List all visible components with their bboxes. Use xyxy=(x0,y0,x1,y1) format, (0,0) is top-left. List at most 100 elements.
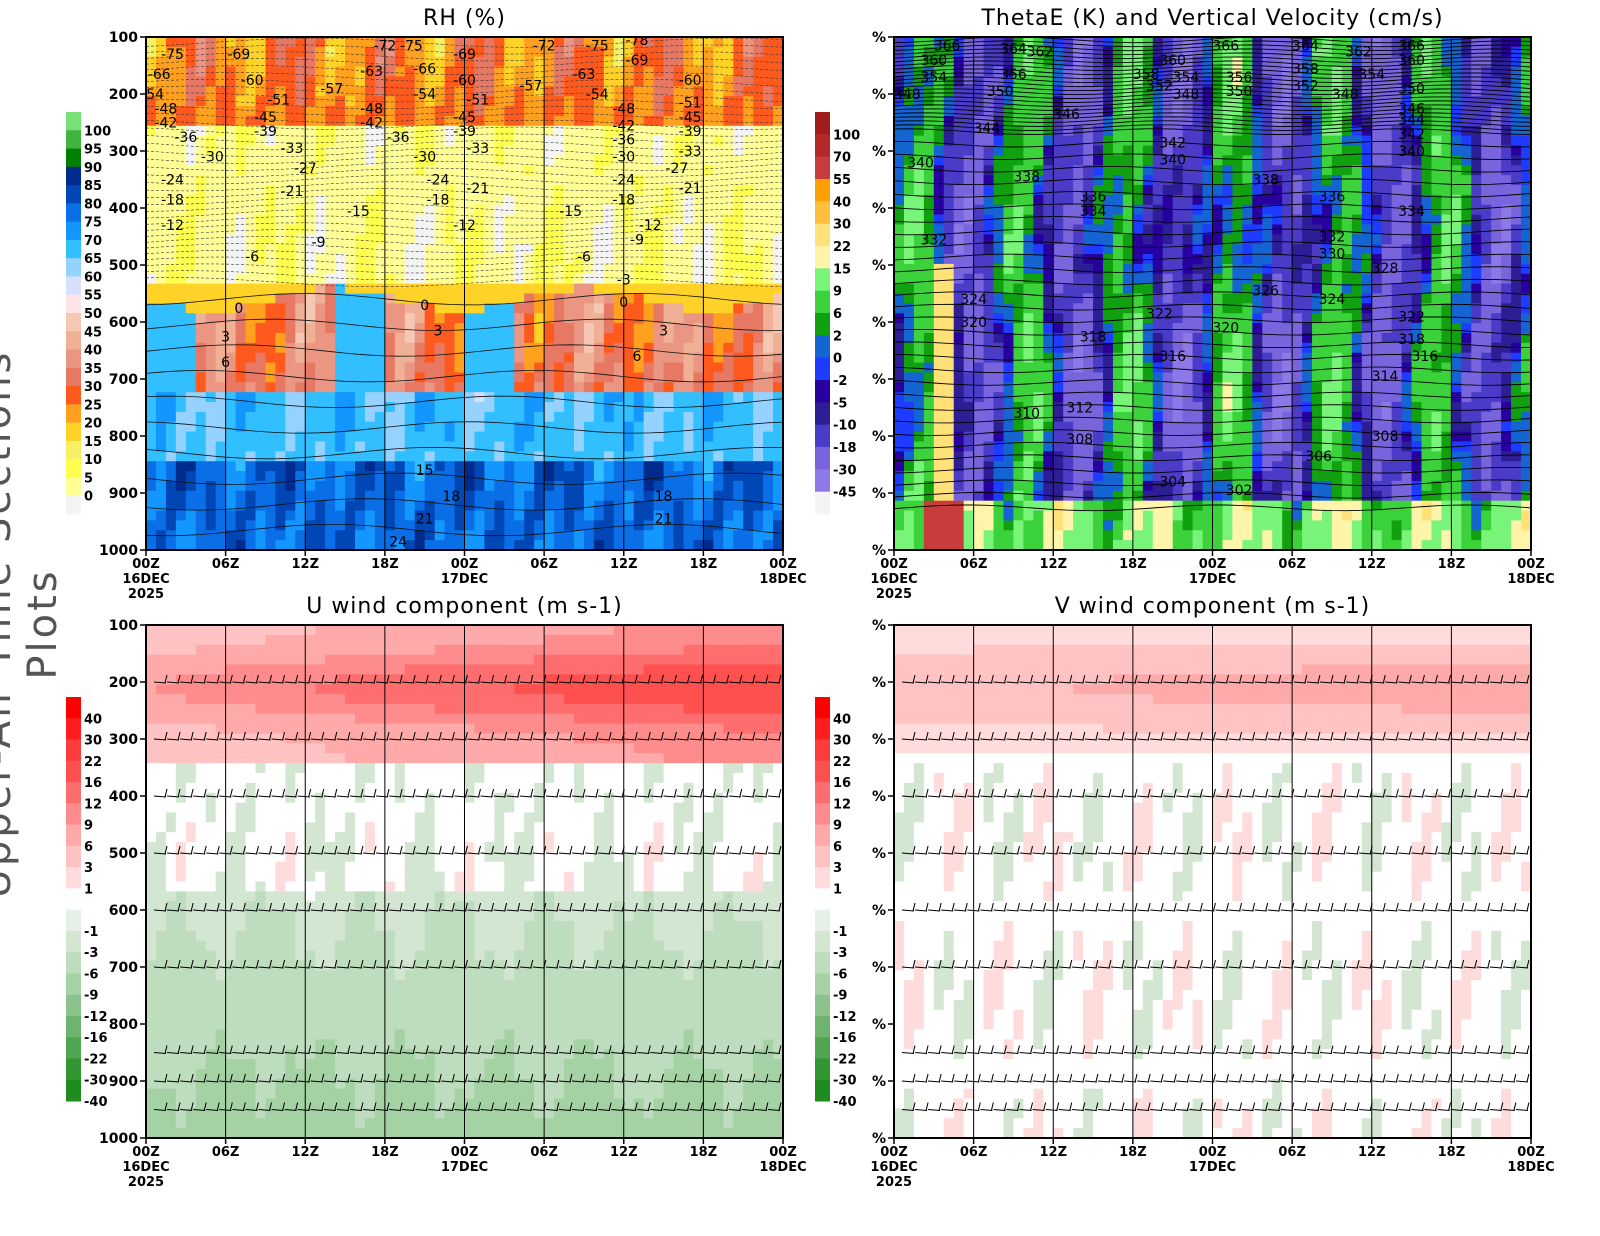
field-cell xyxy=(454,254,466,265)
field-cell xyxy=(404,283,416,295)
field-cell xyxy=(295,500,306,512)
field-cell xyxy=(973,155,985,166)
field-cell xyxy=(265,244,276,255)
field-cell xyxy=(653,125,665,137)
field-cell xyxy=(1043,352,1054,364)
field-cell xyxy=(165,323,177,334)
field-cell xyxy=(544,471,555,482)
field-cell xyxy=(983,332,995,344)
field-cell xyxy=(534,184,545,196)
field-cell xyxy=(374,125,386,137)
field-cell xyxy=(593,362,605,374)
field-cell xyxy=(763,184,774,196)
field-cell xyxy=(894,530,905,541)
field-cell xyxy=(265,175,276,186)
field-cell xyxy=(345,471,356,482)
field-cell xyxy=(1023,204,1034,216)
field-cell xyxy=(583,244,595,255)
field-cell xyxy=(484,431,495,443)
field-cell xyxy=(504,96,515,107)
field-cell xyxy=(1122,372,1134,383)
field-cell xyxy=(1122,382,1134,393)
field-cell xyxy=(235,96,247,107)
temperature-contour-dashed xyxy=(146,236,783,246)
field-cell xyxy=(364,342,376,354)
field-cell xyxy=(245,96,257,107)
field-cell xyxy=(185,332,197,344)
field-cell xyxy=(155,293,167,304)
field-cell xyxy=(653,392,665,403)
field-cell xyxy=(923,461,935,472)
field-cell xyxy=(1013,254,1024,265)
field-cell xyxy=(613,155,625,166)
field-cell xyxy=(275,471,286,482)
field-cell xyxy=(315,382,326,393)
field-cell xyxy=(235,303,247,314)
field-cell xyxy=(484,96,495,107)
field-cell xyxy=(633,224,645,235)
field-cell xyxy=(484,471,495,482)
field-cell xyxy=(434,214,446,226)
field-cell xyxy=(733,471,744,482)
field-cell xyxy=(623,382,635,393)
field-cell xyxy=(564,204,575,216)
field-cell xyxy=(903,76,915,87)
field-cell xyxy=(384,471,396,482)
field-cell xyxy=(434,224,446,235)
field-cell xyxy=(146,441,157,452)
field-cell xyxy=(524,362,535,374)
field-cell xyxy=(155,86,167,97)
field-cell xyxy=(713,184,724,196)
field-cell xyxy=(295,224,306,235)
field-cell xyxy=(1083,125,1094,137)
field-cell xyxy=(275,342,286,354)
field-cell xyxy=(913,352,925,364)
field-cell xyxy=(1142,155,1154,166)
field-cell xyxy=(345,37,356,48)
field-cell xyxy=(165,175,177,186)
field-cell xyxy=(474,46,486,58)
field-cell xyxy=(514,500,525,512)
field-cell xyxy=(195,106,207,117)
field-cell xyxy=(155,254,167,265)
field-cell xyxy=(683,224,695,235)
field-cell xyxy=(235,480,247,492)
field-cell xyxy=(165,441,177,452)
x-tick-label: 18Z xyxy=(371,557,399,572)
field-cell xyxy=(434,254,446,265)
field-cell xyxy=(603,76,615,87)
field-cell xyxy=(673,76,685,87)
field-cell xyxy=(305,175,316,186)
colorbar-swatch xyxy=(66,258,81,277)
field-cell xyxy=(583,273,595,285)
field-cell xyxy=(315,530,326,541)
field-cell xyxy=(544,402,555,413)
field-cell xyxy=(374,352,386,364)
field-cell xyxy=(923,480,935,492)
field-cell xyxy=(474,175,486,186)
field-cell xyxy=(295,37,306,48)
field-cell xyxy=(633,530,645,541)
field-cell xyxy=(454,451,466,462)
field-cell xyxy=(225,125,237,137)
field-cell xyxy=(255,303,267,314)
temperature-contour-dashed xyxy=(146,249,783,260)
field-cell xyxy=(1093,342,1104,354)
field-cell xyxy=(384,362,396,374)
field-cell xyxy=(573,214,585,226)
field-cell xyxy=(185,125,197,137)
field-cell xyxy=(1162,204,1174,216)
field-cell xyxy=(733,451,744,462)
colorbar-swatch xyxy=(66,112,81,131)
field-cell xyxy=(564,332,575,344)
field-cell xyxy=(335,372,346,383)
field-cell xyxy=(205,471,217,482)
field-cell xyxy=(703,461,714,472)
contour-label: -69 xyxy=(626,53,649,69)
field-cell xyxy=(623,155,635,166)
field-cell xyxy=(235,66,247,78)
field-cell xyxy=(474,411,486,423)
field-cell xyxy=(424,461,436,472)
field-cell xyxy=(983,244,995,255)
x-tick-label: 18Z xyxy=(690,557,718,572)
